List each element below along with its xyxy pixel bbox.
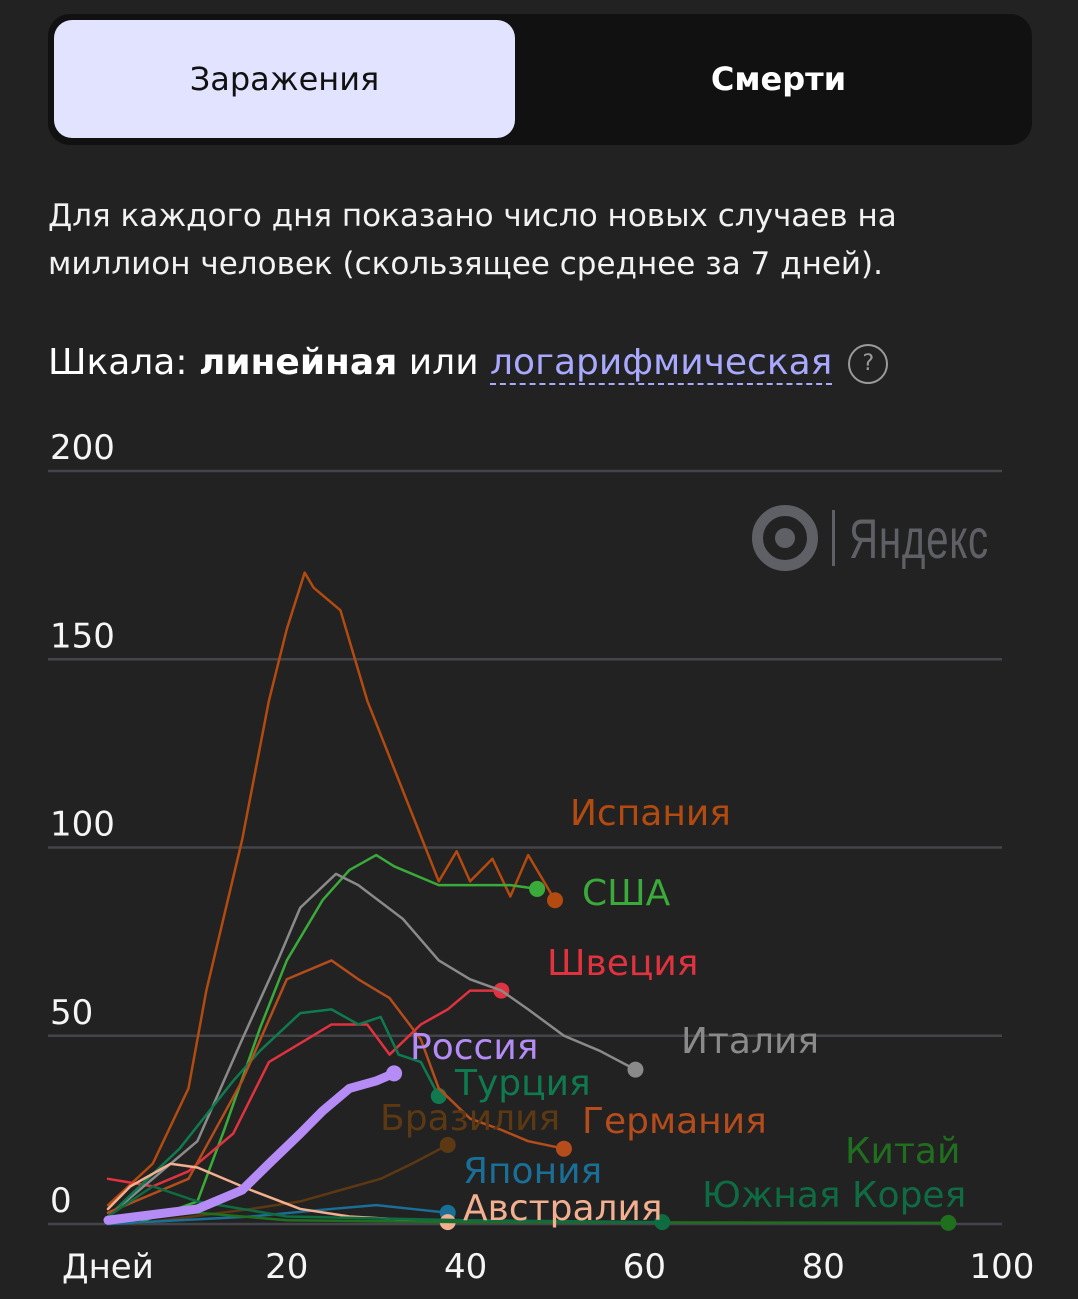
y-tick-label: 100 (50, 805, 115, 845)
series-3-line (106, 872, 637, 1218)
series-label: Австралия (463, 1188, 663, 1229)
y-tick-label: 50 (50, 993, 93, 1033)
x-tick-label: 60 (623, 1247, 666, 1287)
series-label: Турция (454, 1063, 591, 1104)
series-label: Китай (845, 1131, 960, 1172)
yandex-wordmark: Яндекс (849, 506, 989, 570)
series-label: Германия (582, 1101, 767, 1142)
metric-tabs: Заражения Смерти (48, 14, 1032, 145)
tab-infections[interactable]: Заражения (54, 20, 515, 138)
series-1-line (133, 853, 539, 1226)
series-label: США (582, 873, 671, 914)
series-label: Япония (463, 1151, 602, 1192)
series-4-line (103, 1068, 399, 1225)
x-tick-label: 20 (265, 1247, 308, 1287)
scale-or: или (397, 342, 491, 383)
series-1-end-dot (529, 880, 546, 897)
chart-description: Для каждого дня показано число новых слу… (48, 198, 897, 282)
series-label: Швеция (547, 943, 698, 984)
y-tick-label: 0 (50, 1181, 72, 1221)
yandex-logo: Яндекс (752, 505, 1043, 571)
series-11-line (106, 1185, 664, 1224)
series-label: Италия (681, 1021, 819, 1062)
series-6-end-dot (439, 1136, 456, 1153)
series-5-line (106, 1008, 441, 1218)
series-2-line (106, 989, 503, 1188)
scale-selector: Шкала: линейная или логарифмическая? (48, 342, 889, 385)
x-axis-label: Дней (62, 1247, 154, 1287)
series-0-end-dot (547, 892, 563, 909)
series-6-line (133, 1143, 449, 1226)
series-11-end-dot (654, 1214, 671, 1231)
x-tick-label: 80 (802, 1247, 845, 1287)
help-icon[interactable]: ? (848, 344, 889, 384)
series-7-line (106, 959, 566, 1214)
series-label: Испания (570, 793, 731, 834)
x-tick-label: 40 (444, 1247, 487, 1287)
scale-log-option[interactable]: логарифмическая (490, 342, 833, 385)
series-9-line (106, 1162, 449, 1224)
series-label: Южная Корея (702, 1175, 966, 1216)
series-7-end-dot (555, 1140, 572, 1157)
y-tick-label: 200 (50, 428, 115, 468)
logo-divider (832, 510, 835, 566)
series-label: Россия (410, 1027, 538, 1068)
yandex-logo-icon (752, 505, 818, 571)
series-4-end-dot (386, 1065, 403, 1082)
tab-deaths[interactable]: Смерти (710, 60, 847, 98)
series-10-end-dot (940, 1214, 957, 1231)
series-3-end-dot (627, 1061, 644, 1078)
x-tick-label: 100 (970, 1247, 1035, 1287)
series-8-line (106, 1203, 449, 1226)
scale-linear-option[interactable]: линейная (198, 342, 398, 383)
series-0-line (106, 571, 557, 1207)
series-label: Бразилия (380, 1098, 560, 1139)
scale-prefix: Шкала: (48, 342, 199, 383)
y-tick-label: 150 (50, 616, 115, 656)
